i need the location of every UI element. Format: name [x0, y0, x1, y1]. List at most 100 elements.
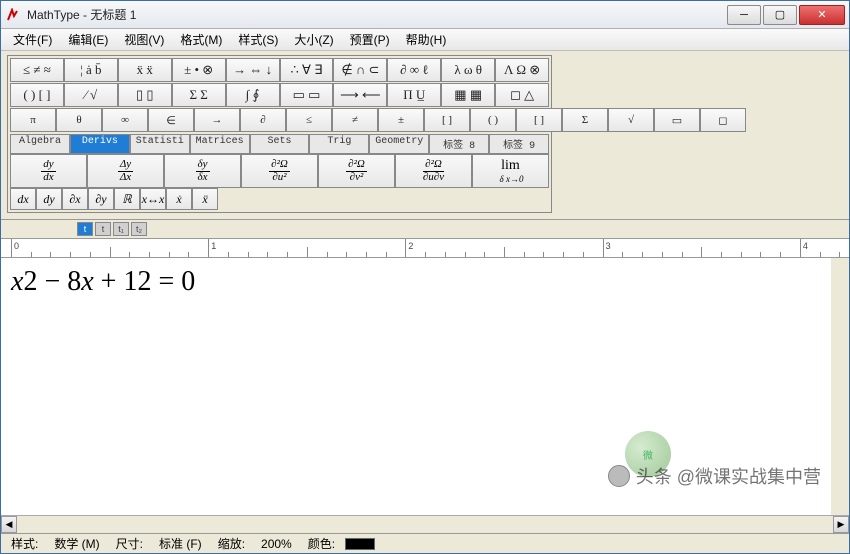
workspace[interactable]: x2 − 8x + 12 = 0 ▲ ▼ 微 头条 @微课实战集中营: [1, 258, 849, 515]
palette-button[interactable]: ±: [378, 108, 424, 132]
palette-button[interactable]: → ⇔ ↓: [226, 58, 280, 82]
tab-marker[interactable]: t₂: [131, 222, 147, 236]
palette-tab[interactable]: 标签 8: [429, 134, 489, 154]
palette-button[interactable]: →: [194, 108, 240, 132]
palette-button[interactable]: ∫ ∮: [226, 83, 280, 107]
symbol-button[interactable]: ∂x: [62, 188, 88, 210]
toolbar-area: ≤ ≠ ≈¦ ȧ b̄ẍ ẍ± • ⊗→ ⇔ ↓∴ ∀ ∃∉ ∩ ⊂∂ ∞ ℓλ…: [1, 51, 849, 220]
palette-button[interactable]: [ ]: [424, 108, 470, 132]
palette-button[interactable]: λ ω θ: [441, 58, 495, 82]
symbol-button[interactable]: x↔x: [140, 188, 166, 210]
palette-button[interactable]: ▦ ▦: [441, 83, 495, 107]
palette-button[interactable]: ▭ ▭: [280, 83, 334, 107]
scroll-down-icon[interactable]: ▼: [832, 499, 849, 515]
palette-tab[interactable]: Statisti: [130, 134, 190, 154]
palette-button[interactable]: ẍ ẍ: [118, 58, 172, 82]
symbol-button[interactable]: ẍ: [192, 188, 218, 210]
palette-button[interactable]: ≤: [286, 108, 332, 132]
menu-item[interactable]: 样式(S): [230, 29, 286, 50]
ruler-number: 3: [606, 241, 611, 251]
derivative-button[interactable]: limδ x→0: [472, 154, 549, 188]
palette-button[interactable]: ◻ △: [495, 83, 549, 107]
horizontal-scrollbar[interactable]: ◀ ▶: [1, 515, 849, 533]
equation[interactable]: x2 − 8x + 12 = 0: [11, 266, 195, 298]
palette-button[interactable]: Π U̲: [387, 83, 441, 107]
menu-item[interactable]: 文件(F): [5, 29, 60, 50]
vertical-scrollbar[interactable]: ▲ ▼: [831, 258, 849, 515]
palette-button[interactable]: θ: [56, 108, 102, 132]
derivative-button[interactable]: ∂²Ω∂u∂v: [395, 154, 472, 188]
symbol-button[interactable]: ∂y: [88, 188, 114, 210]
palette-button[interactable]: ± • ⊗: [172, 58, 226, 82]
statusbar: 样式: 数学 (M) 尺寸: 标准 (F) 缩放: 200% 颜色:: [1, 533, 849, 553]
palette-tab[interactable]: Sets: [250, 134, 310, 154]
derivative-button[interactable]: ∂²Ω∂v²: [318, 154, 395, 188]
palette-button[interactable]: ( ): [470, 108, 516, 132]
palette-button[interactable]: ∂: [240, 108, 286, 132]
scroll-up-icon[interactable]: ▲: [832, 258, 849, 274]
palette-button[interactable]: Σ Σ: [172, 83, 226, 107]
minimize-button[interactable]: ─: [727, 5, 761, 25]
palette-button[interactable]: ◻: [700, 108, 746, 132]
derivative-button[interactable]: ΔyΔx: [87, 154, 164, 188]
palette-button[interactable]: ¦ ȧ b̄: [64, 58, 118, 82]
ruler[interactable]: 01234: [1, 238, 849, 258]
status-size-value[interactable]: 标准 (F): [153, 535, 208, 552]
tab-marker[interactable]: t: [77, 222, 93, 236]
palette-button[interactable]: ⁄ √: [64, 83, 118, 107]
palette-button[interactable]: ( ) [ ]: [10, 83, 64, 107]
palette-button[interactable]: ∈: [148, 108, 194, 132]
ruler-number: 2: [408, 241, 413, 251]
palette-button[interactable]: ▯ ▯: [118, 83, 172, 107]
equation-text: + 12 = 0: [94, 266, 196, 297]
scroll-left-icon[interactable]: ◀: [1, 516, 17, 533]
derivative-button[interactable]: δyδx: [164, 154, 241, 188]
derivative-button[interactable]: ∂²Ω∂u²: [241, 154, 318, 188]
menu-item[interactable]: 视图(V): [116, 29, 172, 50]
palette-button[interactable]: ∉ ∩ ⊂: [333, 58, 387, 82]
palette-button[interactable]: ≠: [332, 108, 378, 132]
palette-button[interactable]: ∂ ∞ ℓ: [387, 58, 441, 82]
derivative-button[interactable]: dydx: [10, 154, 87, 188]
menu-item[interactable]: 编辑(E): [60, 29, 116, 50]
maximize-button[interactable]: ▢: [763, 5, 797, 25]
palette-tab[interactable]: Trig: [309, 134, 369, 154]
palette-tab[interactable]: Algebra: [10, 134, 70, 154]
symbol-button[interactable]: dy: [36, 188, 62, 210]
palette-button[interactable]: ≤ ≠ ≈: [10, 58, 64, 82]
status-color-swatch[interactable]: [345, 538, 375, 550]
palette-button[interactable]: π: [10, 108, 56, 132]
palette-button[interactable]: Λ Ω ⊗: [495, 58, 549, 82]
palette-button[interactable]: ∞: [102, 108, 148, 132]
menu-item[interactable]: 帮助(H): [398, 29, 455, 50]
palette-button[interactable]: Σ: [562, 108, 608, 132]
symbol-button[interactable]: dx: [10, 188, 36, 210]
app-window: MathType - 无标题 1 ─ ▢ ✕ 文件(F)编辑(E)视图(V)格式…: [0, 0, 850, 554]
scroll-right-icon[interactable]: ▶: [833, 516, 849, 533]
equation-var: x: [81, 266, 93, 297]
menu-item[interactable]: 预置(P): [342, 29, 398, 50]
toolbar-row-1: ≤ ≠ ≈¦ ȧ b̄ẍ ẍ± • ⊗→ ⇔ ↓∴ ∀ ∃∉ ∩ ⊂∂ ∞ ℓλ…: [10, 58, 549, 82]
scroll-track[interactable]: [17, 516, 833, 533]
palette-button[interactable]: √: [608, 108, 654, 132]
toolbar-row-3: πθ∞∈→∂≤≠±[ ]( )[ ]Σ√▭◻: [10, 108, 549, 132]
palette-tab[interactable]: 标签 9: [489, 134, 549, 154]
palette-button[interactable]: ∴ ∀ ∃: [280, 58, 334, 82]
tab-marker[interactable]: t₁: [113, 222, 129, 236]
symbol-button[interactable]: ℝ: [114, 188, 140, 210]
palette-button[interactable]: ⟶ ⟵: [333, 83, 387, 107]
palette-button[interactable]: ▭: [654, 108, 700, 132]
menu-item[interactable]: 大小(Z): [286, 29, 341, 50]
palette-button[interactable]: [ ]: [516, 108, 562, 132]
close-button[interactable]: ✕: [799, 5, 845, 25]
palette-tab[interactable]: Derivs: [70, 134, 130, 154]
palette-tab[interactable]: Matrices: [190, 134, 250, 154]
symbol-button[interactable]: ẋ: [166, 188, 192, 210]
status-style-value[interactable]: 数学 (M): [48, 535, 105, 552]
menu-item[interactable]: 格式(M): [172, 29, 230, 50]
palette-tab[interactable]: Geometry: [369, 134, 429, 154]
ruler-number: 0: [14, 241, 19, 251]
equation-var: x: [11, 266, 23, 297]
tab-marker[interactable]: t: [95, 222, 111, 236]
status-zoom-value[interactable]: 200%: [255, 537, 298, 551]
